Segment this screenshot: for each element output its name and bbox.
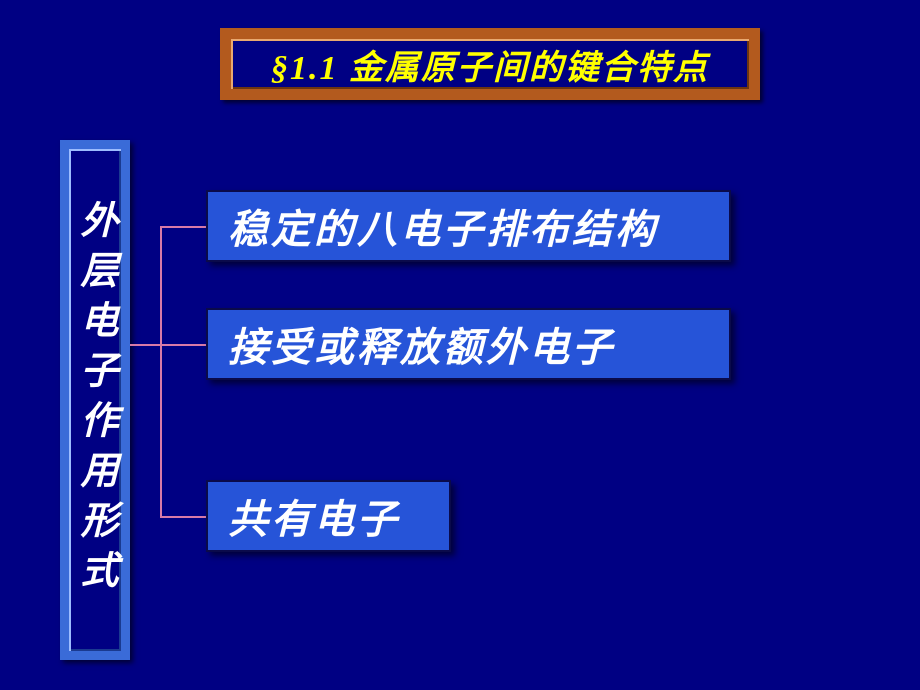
branch-box-3: 共有电子 — [206, 480, 451, 552]
branch-box-1: 稳定的八电子排布结构 — [206, 190, 731, 262]
connector-arm-3 — [160, 516, 206, 518]
vertical-label-box: 外层电子作用形式 — [60, 140, 130, 660]
vertical-label-text: 外层电子作用形式 — [76, 200, 114, 600]
connector-root — [130, 344, 160, 346]
branch-text-3: 共有电子 — [228, 487, 400, 545]
connector-arm-2 — [160, 344, 206, 346]
branch-text-1: 稳定的八电子排布结构 — [228, 197, 658, 255]
branch-box-2: 接受或释放额外电子 — [206, 308, 731, 380]
title-plaque: §1.1 金属原子间的键合特点 — [220, 28, 760, 100]
branch-text-2: 接受或释放额外电子 — [228, 315, 615, 373]
connector-spine — [160, 226, 162, 516]
connector-arm-1 — [160, 226, 206, 228]
title-text: §1.1 金属原子间的键合特点 — [271, 40, 709, 89]
